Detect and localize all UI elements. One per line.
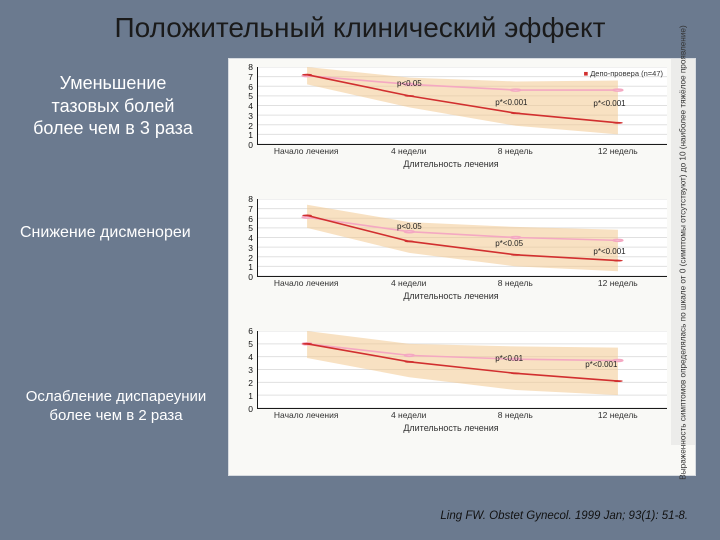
p-value-label: p*<0.01 xyxy=(495,354,523,363)
citation: Ling FW. Obstet Gynecol. 1999 Jan; 93(1)… xyxy=(440,510,688,522)
chart-panel-dyspareunia: 0123456p*<0.01p*<0.001Начало лечения4 не… xyxy=(235,331,667,433)
p-value-label: p*<0.001 xyxy=(495,98,527,107)
y-tick: 0 xyxy=(248,404,253,414)
p-value-label: p*<0.001 xyxy=(593,99,625,108)
x-tick: 8 недель xyxy=(498,278,533,288)
y-tick: 5 xyxy=(248,91,253,101)
p-value-label: p<0.05 xyxy=(397,79,422,88)
y-tick: 2 xyxy=(248,121,253,131)
y-tick: 8 xyxy=(248,194,253,204)
x-tick: Начало лечения xyxy=(274,410,339,420)
x-tick: 12 недель xyxy=(598,146,638,156)
x-tick: Начало лечения xyxy=(274,278,339,288)
y-axis-label-strip: Выраженность симптомов определялась по ш… xyxy=(671,59,695,445)
y-tick: 1 xyxy=(248,391,253,401)
page-title: Положительный клинический эффект xyxy=(0,12,720,44)
y-tick: 4 xyxy=(248,352,253,362)
legend: ■ Депо-провера (n=47) xyxy=(584,69,663,78)
y-tick: 2 xyxy=(248,378,253,388)
p-value-label: p*<0.05 xyxy=(495,239,523,248)
x-axis-label: Длительность лечения xyxy=(235,159,667,169)
y-tick: 3 xyxy=(248,365,253,375)
y-tick: 6 xyxy=(248,214,253,224)
charts-container: Выраженность симптомов определялась по ш… xyxy=(228,58,696,476)
x-axis-label: Длительность лечения xyxy=(235,291,667,301)
x-tick: 12 недель xyxy=(598,278,638,288)
x-tick: 12 недель xyxy=(598,410,638,420)
y-tick: 1 xyxy=(248,262,253,272)
p-value-label: p*<0.001 xyxy=(585,360,617,369)
y-tick: 7 xyxy=(248,204,253,214)
y-tick: 4 xyxy=(248,101,253,111)
x-axis-label: Длительность лечения xyxy=(235,423,667,433)
y-tick: 4 xyxy=(248,233,253,243)
x-tick: 4 недели xyxy=(391,410,426,420)
x-tick: 4 недели xyxy=(391,278,426,288)
label-dyspareunia: Ослабление диспареунии более чем в 2 раз… xyxy=(6,388,226,426)
y-axis-label: Выраженность симптомов определялась по ш… xyxy=(679,25,688,479)
plot-dyspareunia: p*<0.01 p*<0.001 xyxy=(257,331,667,409)
y-tick: 8 xyxy=(248,62,253,72)
y-tick: 1 xyxy=(248,130,253,140)
x-tick: 4 недели xyxy=(391,146,426,156)
y-tick: 0 xyxy=(248,272,253,282)
x-tick: 8 недель xyxy=(498,146,533,156)
x-tick: Начало лечения xyxy=(274,146,339,156)
x-tick: 8 недель xyxy=(498,410,533,420)
y-tick: 0 xyxy=(248,140,253,150)
y-tick: 5 xyxy=(248,339,253,349)
chart-panel-dysmenorrhea: 012345678p<0.05p*<0.05p*<0.001Начало леч… xyxy=(235,199,667,301)
plot-pelvic-pain: p<0.05 p*<0.001 p*<0.001 ■ Депо-провера (n=… xyxy=(257,67,667,145)
label-pelvic-pain: Уменьшение тазовых болей более чем в 3 р… xyxy=(28,72,198,140)
y-tick: 6 xyxy=(248,82,253,92)
p-value-label: p*<0.001 xyxy=(593,247,625,256)
plot-dysmenorrhea: p<0.05 p*<0.05 p*<0.001 xyxy=(257,199,667,277)
p-value-label: p<0.05 xyxy=(397,222,422,231)
chart-panel-pelvic-pain: 012345678p<0.05p*<0.001p*<0.001■ Депо-пр… xyxy=(235,67,667,169)
y-tick: 3 xyxy=(248,111,253,121)
y-tick: 3 xyxy=(248,243,253,253)
y-tick: 2 xyxy=(248,253,253,263)
y-tick: 6 xyxy=(248,326,253,336)
label-dysmenorrhea: Снижение дисменореи xyxy=(20,224,230,242)
y-tick: 5 xyxy=(248,223,253,233)
y-tick: 7 xyxy=(248,72,253,82)
